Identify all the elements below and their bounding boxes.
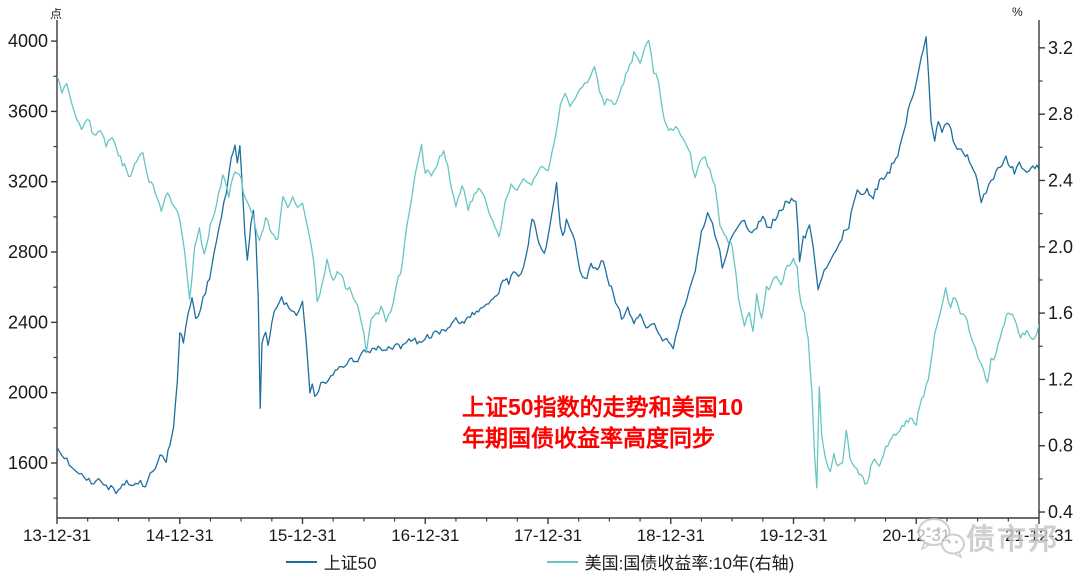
annotation-line-2: 年期国债收益率高度同步 xyxy=(462,425,715,451)
legend-item-sse50: 上证50 xyxy=(285,549,377,574)
x-axis-tick-label: 15-12-31 xyxy=(268,526,336,545)
watermark-text: 债市邦 xyxy=(966,524,1060,556)
right-axis-tick-label: 0.4 xyxy=(1048,502,1073,522)
x-axis-tick-label: 14-12-31 xyxy=(146,526,214,545)
legend-line-icon xyxy=(285,560,317,563)
right-axis-unit-label: % xyxy=(1012,5,1023,19)
annotation-text: 上证50指数的走势和美国10 年期国债收益率高度同步 xyxy=(462,392,743,454)
right-axis-tick-label: 1.2 xyxy=(1048,369,1073,389)
x-axis-tick-label: 21-12-31 xyxy=(1005,526,1073,545)
annotation-line-1: 上证50指数的走势和美国10 xyxy=(462,394,744,420)
right-axis-tick-label: 3.2 xyxy=(1048,38,1073,58)
legend: 上证50 美国:国债收益率:10年(右轴) xyxy=(0,549,1080,574)
left-axis-tick-label: 3600 xyxy=(8,101,48,121)
right-axis-tick-label: 1.6 xyxy=(1048,303,1073,323)
x-axis-tick-label: 18-12-31 xyxy=(637,526,705,545)
left-axis-tick-label: 2400 xyxy=(8,312,48,332)
x-axis-tick-label: 17-12-31 xyxy=(514,526,582,545)
legend-label: 美国:国债收益率:10年(右轴) xyxy=(584,554,795,573)
left-axis-tick-label: 1600 xyxy=(8,453,48,473)
right-axis-tick-label: 2.4 xyxy=(1048,170,1073,190)
left-axis-tick-label: 2000 xyxy=(8,383,48,403)
legend-line-icon xyxy=(546,560,578,563)
left-axis-tick-label: 3200 xyxy=(8,172,48,192)
right-axis-tick-label: 2.0 xyxy=(1048,237,1073,257)
legend-item-us10y: 美国:国债收益率:10年(右轴) xyxy=(546,549,795,574)
watermark: 债市邦 xyxy=(914,514,1059,560)
series-line-sse50 xyxy=(57,36,1039,495)
legend-label: 上证50 xyxy=(323,554,377,573)
right-axis-tick-label: 0.8 xyxy=(1048,436,1073,456)
x-axis-tick-label: 19-12-31 xyxy=(759,526,827,545)
right-axis-tick-label: 2.8 xyxy=(1048,104,1073,124)
wechat-icon xyxy=(917,518,965,559)
left-axis-tick-label: 2800 xyxy=(8,242,48,262)
left-axis-unit-label: 点 xyxy=(50,7,63,21)
x-axis-tick-label: 13-12-31 xyxy=(23,526,91,545)
x-axis-tick-label: 16-12-31 xyxy=(391,526,459,545)
series-line-us10y xyxy=(57,39,1039,489)
left-axis-tick-label: 4000 xyxy=(8,31,48,51)
